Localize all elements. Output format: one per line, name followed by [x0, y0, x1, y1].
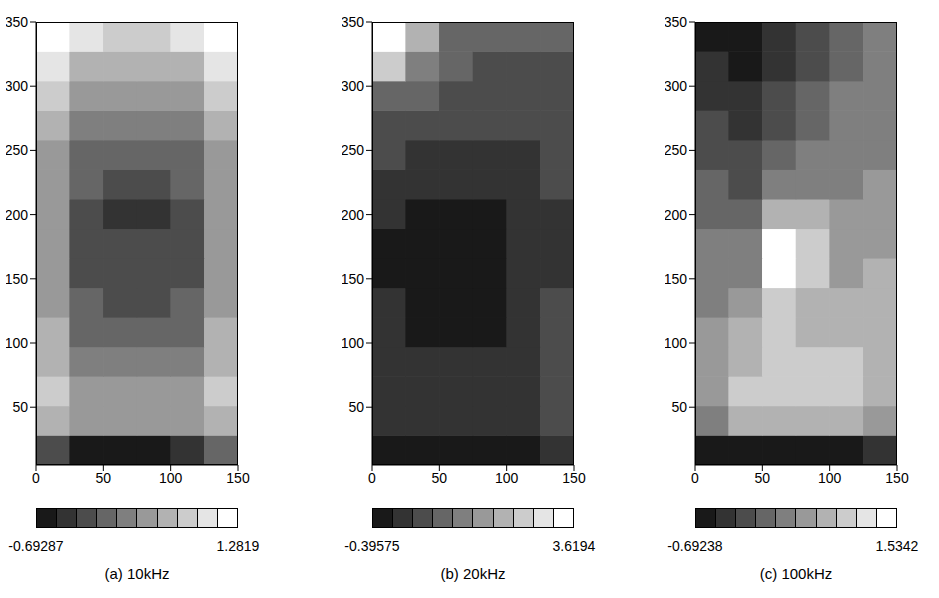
svg-text:150: 150 [885, 470, 909, 486]
svg-text:100: 100 [6, 335, 28, 351]
html-text:(a) 10kHz: (a) 10kHz [104, 565, 170, 582]
svg-text:50: 50 [96, 470, 112, 486]
svg-text:350: 350 [6, 14, 28, 30]
html-text:3.6194: 3.6194 [552, 538, 596, 554]
svg-text:250: 250 [6, 142, 28, 158]
html-text:-0.69287: -0.69287 [8, 538, 64, 554]
svg-text:0: 0 [32, 470, 40, 486]
svg-text:100: 100 [818, 470, 842, 486]
svg-text:50: 50 [671, 399, 687, 415]
html-text:(b) 20kHz: (b) 20kHz [440, 565, 506, 582]
svg-text:100: 100 [495, 470, 519, 486]
html-text:(c) 100kHz: (c) 100kHz [759, 565, 833, 582]
svg-text:300: 300 [342, 78, 364, 94]
svg-text:150: 150 [342, 271, 364, 287]
svg-text:50: 50 [348, 399, 364, 415]
svg-text:350: 350 [665, 14, 687, 30]
html-text:-0.39575: -0.39575 [344, 538, 400, 554]
svg-text:200: 200 [342, 207, 364, 223]
svg-text:200: 200 [665, 207, 687, 223]
svg-text:100: 100 [342, 335, 364, 351]
svg-text:250: 250 [665, 142, 687, 158]
svg-text:150: 150 [6, 271, 28, 287]
svg-text:100: 100 [159, 470, 183, 486]
html-text:-0.69238: -0.69238 [667, 538, 723, 554]
svg-text:200: 200 [6, 207, 28, 223]
svg-text:250: 250 [342, 142, 364, 158]
html-text:1.5342: 1.5342 [875, 538, 919, 554]
svg-text:50: 50 [12, 399, 28, 415]
svg-text:50: 50 [755, 470, 771, 486]
svg-text:100: 100 [665, 335, 687, 351]
svg-text:300: 300 [665, 78, 687, 94]
svg-text:150: 150 [562, 470, 586, 486]
svg-text:300: 300 [6, 78, 28, 94]
svg-text:0: 0 [691, 470, 699, 486]
svg-text:0: 0 [368, 470, 376, 486]
svg-text:50: 50 [432, 470, 448, 486]
html-text:1.2819: 1.2819 [216, 538, 260, 554]
svg-text:350: 350 [342, 14, 364, 30]
svg-text:150: 150 [226, 470, 250, 486]
svg-text:150: 150 [665, 271, 687, 287]
